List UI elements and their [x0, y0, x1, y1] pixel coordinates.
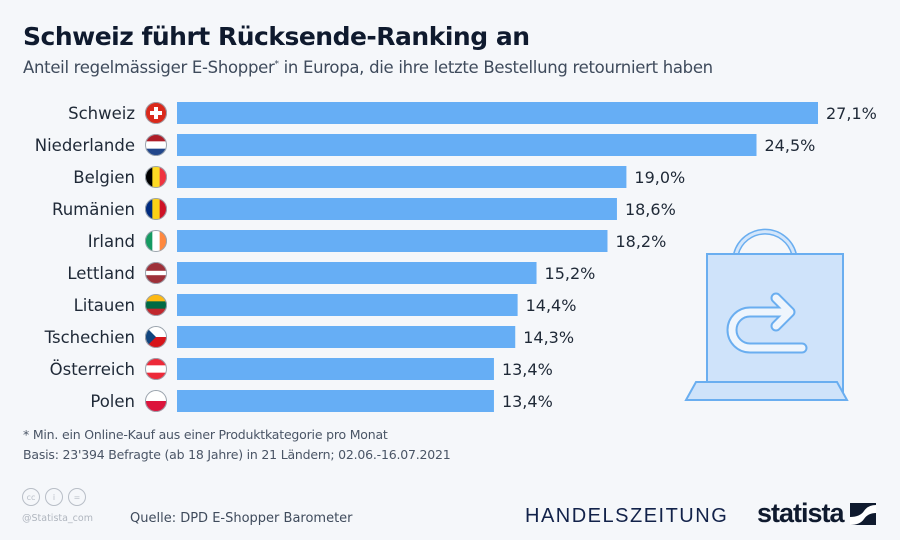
flag-border	[145, 294, 167, 316]
footnote-mark: *	[274, 59, 279, 70]
category-label: Österreich	[50, 360, 135, 379]
bar	[177, 102, 818, 124]
category-label: Lettland	[67, 264, 135, 283]
category-label: Schweiz	[68, 104, 135, 123]
poland-flag-icon	[145, 390, 167, 412]
value-label: 14,3%	[523, 328, 574, 347]
attribution-icon[interactable]: i	[45, 488, 63, 506]
license-icons: cc i =	[22, 488, 86, 506]
flag-border	[145, 198, 167, 220]
basis-note: Basis: 23'394 Befragte (ab 18 Jahre) in …	[23, 447, 451, 462]
flag-border	[145, 358, 167, 380]
bar	[177, 134, 757, 156]
chart-title: Schweiz führt Rücksende-Ranking an	[23, 22, 530, 51]
chart-subtitle: Anteil regelmässiger E-Shopper* in Europ…	[23, 58, 713, 77]
romania-flag-icon	[145, 198, 167, 220]
category-label: Irland	[88, 232, 135, 251]
austria-flag-icon	[145, 358, 167, 380]
lithuania-flag-icon	[145, 294, 167, 316]
value-label: 13,4%	[502, 360, 553, 379]
subtitle-text: Anteil regelmässiger E-Shopper	[23, 58, 275, 77]
subtitle-text-rest: in Europa, die ihre letzte Bestellung re…	[278, 58, 714, 77]
statista-logo[interactable]: statista	[757, 498, 845, 528]
flag-border	[145, 102, 167, 124]
statista-handle[interactable]: @Statista_com	[22, 513, 93, 524]
shopping-bag-return-icon	[684, 228, 849, 401]
category-label: Rumänien	[52, 200, 135, 219]
category-label: Litauen	[74, 296, 135, 315]
ireland-flag-icon	[145, 230, 167, 252]
bar	[177, 262, 537, 284]
bar	[177, 294, 518, 316]
flag-border	[145, 390, 167, 412]
handelszeitung-logo[interactable]: HANDELSZEITUNG	[525, 505, 729, 527]
bar	[177, 166, 627, 188]
bar	[177, 358, 494, 380]
category-label: Tschechien	[44, 328, 135, 347]
value-label: 15,2%	[545, 264, 596, 283]
czechia-flag-icon	[145, 326, 167, 348]
category-label: Polen	[90, 392, 135, 411]
no-derivatives-icon[interactable]: =	[68, 488, 86, 506]
category-label: Niederlande	[35, 136, 135, 155]
footnote: * Min. ein Online-Kauf aus einer Produkt…	[23, 427, 388, 442]
flag-border	[145, 134, 167, 156]
bar	[177, 230, 608, 252]
flag-border	[145, 230, 167, 252]
value-label: 13,4%	[502, 392, 553, 411]
netherlands-flag-icon	[145, 134, 167, 156]
value-label: 27,1%	[826, 104, 877, 123]
bar	[177, 390, 494, 412]
statista-logo-mark-icon	[850, 503, 876, 525]
belgium-flag-icon	[145, 166, 167, 188]
bar	[177, 198, 617, 220]
flag-border	[145, 326, 167, 348]
category-label: Belgien	[73, 168, 135, 187]
value-label: 18,2%	[615, 232, 666, 251]
value-label: 19,0%	[634, 168, 685, 187]
value-label: 18,6%	[625, 200, 676, 219]
source: Quelle: DPD E-Shopper Barometer	[130, 511, 353, 526]
cc-icon[interactable]: cc	[22, 488, 40, 506]
bar	[177, 326, 516, 348]
value-label: 24,5%	[765, 136, 816, 155]
switzerland-flag-icon	[145, 102, 167, 124]
latvia-flag-icon	[145, 262, 167, 284]
value-label: 14,4%	[526, 296, 577, 315]
flag-border	[145, 262, 167, 284]
flag-border	[145, 166, 167, 188]
